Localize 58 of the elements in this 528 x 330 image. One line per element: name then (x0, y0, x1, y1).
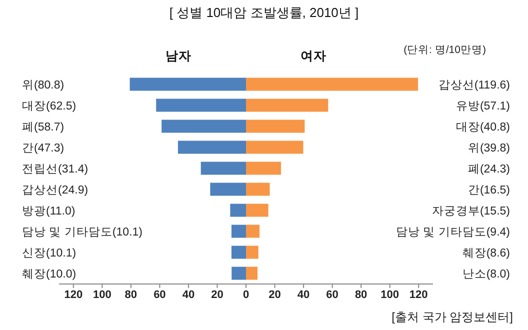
y-tick-label: 방광(11.0) (22, 206, 76, 218)
x-tick-label: 100 (92, 288, 112, 301)
bar (232, 266, 246, 280)
bar (162, 120, 246, 133)
x-tick-label: 40 (297, 288, 310, 301)
x-tick-label: 80 (124, 288, 138, 301)
bar (178, 140, 246, 154)
bar (231, 246, 246, 259)
y-tick-label: 위(80.8) (22, 80, 64, 92)
y-tick-label: 대장(62.5) (22, 100, 76, 113)
y-tick-label: 전립선(31.4) (22, 164, 88, 176)
y2-tick-label: 간(16.5) (468, 184, 510, 197)
x-tick-label: 40 (182, 288, 195, 301)
bar (246, 98, 328, 112)
y2-tick-label: 췌장(8.6) (462, 248, 510, 260)
text: (단위: 명/10만명) (404, 43, 486, 57)
y2-tick-label: 대장(40.8) (456, 122, 510, 134)
bar (156, 98, 246, 112)
series-label: 여자 (299, 48, 328, 65)
x-tick-label: 80 (354, 288, 368, 301)
y-tick-label: 폐(58.7) (22, 122, 64, 134)
bar (246, 266, 258, 280)
y-tick-label: 담낭 및 기타담도(10.1) (22, 226, 143, 239)
x-tick-label: 100 (380, 288, 400, 301)
x-tick-label: 120 (64, 288, 83, 301)
bar (246, 120, 305, 133)
bar (246, 224, 260, 238)
y2-tick-label: 갑상선(119.6) (438, 80, 510, 92)
bar (246, 78, 418, 91)
y-tick-label: 췌장(10.0) (22, 268, 76, 281)
bar (130, 78, 246, 91)
bar (210, 182, 246, 196)
y2-tick-label: 난소(8.0) (462, 268, 510, 281)
y-tick-label: 갑상선(24.9) (22, 184, 88, 197)
bar (200, 162, 246, 175)
y2-tick-label: 폐(24.3) (468, 164, 510, 176)
series-label: 남자 (164, 48, 193, 65)
x-tick-label: 0 (242, 288, 250, 301)
bar (231, 224, 246, 238)
text: [출처 국가 암정보센터] (392, 309, 513, 326)
y2-tick-label: 유방(57.1) (456, 100, 510, 113)
bar (246, 140, 304, 154)
x-tick-label: 20 (211, 288, 224, 301)
x-tick-label: 120 (409, 288, 428, 301)
x-tick-label: 20 (268, 288, 281, 301)
bar (246, 204, 268, 217)
x-tick-label: 60 (154, 288, 166, 301)
chart-title: [ 성별 10대암 조발생률, 2010년 ] (168, 4, 360, 22)
x-tick-label: 60 (326, 288, 338, 301)
y2-tick-label: 자궁경부(15.5) (432, 206, 510, 218)
bar (246, 182, 270, 196)
y2-tick-label: 담낭 및 기타담도(9.4) (396, 226, 510, 239)
y2-tick-label: 위(39.8) (468, 142, 510, 155)
y-tick-label: 간(47.3) (22, 142, 64, 155)
bar (246, 246, 258, 259)
bar (246, 162, 281, 175)
bar (230, 204, 246, 217)
y-tick-label: 신장(10.1) (22, 248, 76, 260)
